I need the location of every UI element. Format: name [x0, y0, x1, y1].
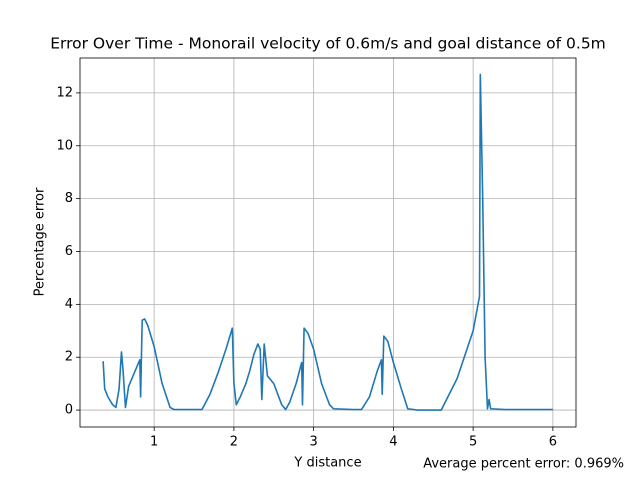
x-tick-label: 4: [389, 435, 397, 450]
x-tick-label: 6: [549, 435, 557, 450]
y-tick-label: 10: [56, 138, 73, 153]
x-tick-label: 1: [150, 435, 158, 450]
chart-title: Error Over Time - Monorail velocity of 0…: [50, 35, 606, 53]
annotation: Average percent error: 0.969%: [423, 457, 624, 472]
y-tick-label: 4: [65, 297, 73, 312]
y-axis-label: Percentage error: [33, 187, 48, 296]
plot-frame: [79, 57, 577, 428]
y-tick-label: 12: [56, 85, 73, 100]
x-tick-label: 3: [310, 435, 318, 450]
data-line: [102, 73, 553, 411]
y-tick-label: 8: [65, 191, 73, 206]
x-tick-label: 5: [469, 435, 477, 450]
x-axis-label: Y distance: [293, 456, 361, 471]
y-tick-label: 0: [65, 403, 73, 418]
y-tick-label: 6: [65, 244, 73, 259]
x-tick-label: 2: [230, 435, 238, 450]
y-tick-label: 2: [65, 350, 73, 365]
